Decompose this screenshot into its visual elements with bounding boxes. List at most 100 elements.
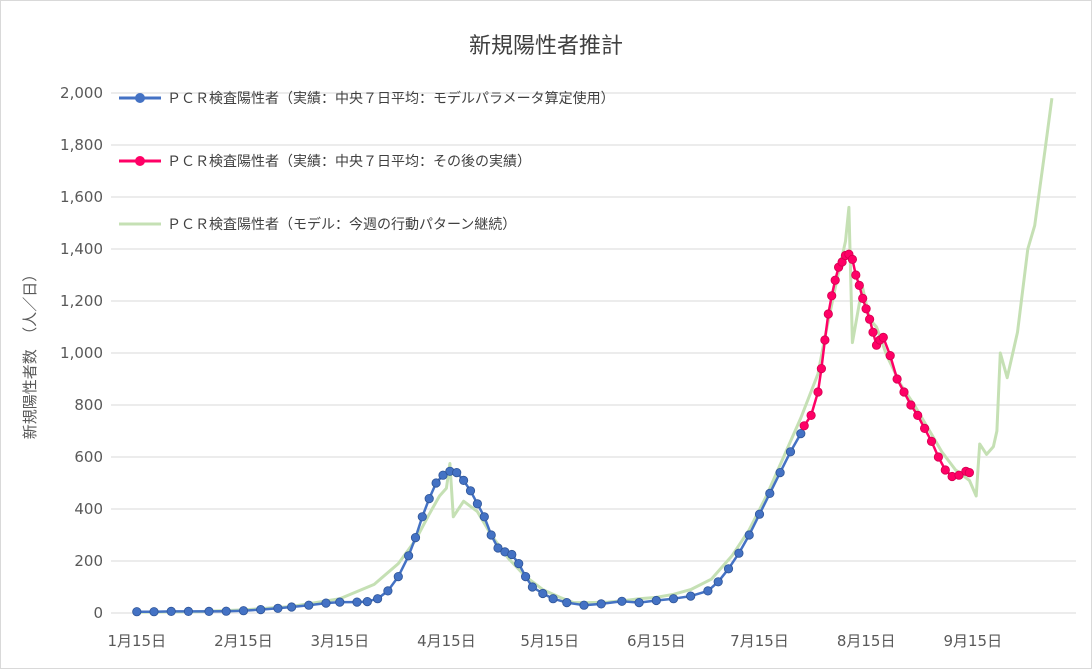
data-point [892,374,902,384]
x-tick-label: 1月15日 [107,632,166,650]
data-point [785,447,796,457]
data-point [906,400,916,410]
data-point [221,606,231,616]
legend-marker [135,156,145,166]
data-point [472,499,482,509]
data-point [352,597,362,607]
data-point [634,597,644,608]
data-point [847,254,858,264]
y-tick-label: 1,800 [60,136,103,154]
data-point [864,314,875,324]
data-point [520,571,531,582]
data-point [827,291,837,301]
data-point [579,600,589,610]
data-point [596,599,606,609]
data-point [940,465,950,475]
data-point [383,586,393,596]
grid-layer [111,92,1076,614]
series-layer [132,98,1054,617]
series-2 [799,249,975,482]
data-point [799,421,809,431]
x-tick-label: 9月15日 [943,632,1002,650]
x-tick-label: 6月15日 [627,632,686,650]
series-line [803,252,970,478]
data-point [885,350,895,361]
data-point [858,293,868,303]
data-point [562,597,572,608]
x-tick-label: 4月15日 [417,632,476,650]
legend-item-2: ＰＣＲ検査陽性者（実績：中央７日平均：その後の実績） [119,154,531,170]
data-point [754,509,765,519]
data-point [458,475,469,485]
data-point [954,470,964,480]
y-tick-label: 1,000 [60,344,103,362]
legend-marker [135,93,145,103]
data-point [417,512,427,522]
x-tick-label: 8月15日 [837,632,896,650]
data-point [286,602,297,612]
y-axis-label: 新規陽性者数 （人／日） [21,267,39,440]
y-tick-label: 200 [74,552,103,570]
data-point [335,597,345,607]
data-point [868,327,878,337]
data-point [479,512,489,522]
data-point [438,470,448,480]
data-point [514,558,524,569]
series-3 [136,98,1054,614]
y-tick-label: 400 [74,500,103,518]
data-point [734,548,744,558]
legend-label: ＰＣＲ検査陽性者（実績：中央７日平均：その後の実績） [167,154,531,170]
data-point [321,598,331,608]
data-point [204,606,214,617]
data-point [686,591,696,601]
data-point [527,582,538,592]
x-tick-label: 5月15日 [520,632,579,650]
y-tick-label: 1,200 [60,292,103,310]
data-point [183,606,193,617]
y-tick-layer: 0 200 400 600 800 1,000 1,200 1,400 1,600 1,800 2,… [60,84,103,622]
data-point [723,564,734,574]
series-line [136,98,1054,614]
data-point [431,478,441,488]
data-point [913,410,923,420]
data-point [410,532,421,543]
data-point [926,436,937,446]
data-point [149,607,159,617]
data-point [393,571,403,582]
data-point [166,606,176,617]
data-point [273,603,283,613]
data-point [823,309,833,319]
data-point [304,600,314,610]
data-point [851,270,861,280]
legend-item-1: ＰＣＲ検査陽性者（実績：中央７日平均：モデルパラメータ算定使用） [119,90,615,107]
y-tick-label: 0 [93,604,103,622]
data-point [919,423,930,433]
data-point [372,594,383,604]
data-point [933,452,944,462]
data-point [132,607,142,617]
y-tick-label: 1,600 [60,188,103,206]
data-point [548,594,558,604]
data-point [964,467,975,478]
y-tick-label: 600 [74,448,103,466]
data-point [775,467,785,478]
x-tick-label: 2月15日 [214,632,273,650]
chart-title: 新規陽性者推計 [469,34,623,59]
data-point [493,543,503,553]
data-point [854,280,864,290]
y-tick-label: 800 [74,396,103,414]
x-tick-label: 7月15日 [730,632,789,650]
data-point [238,606,249,616]
legend-label: ＰＣＲ検査陽性者（モデル：今週の行動パターン継続） [167,216,516,233]
y-tick-label: 1,400 [60,240,103,258]
data-point [452,467,462,478]
data-point [403,551,414,561]
data-point [651,595,661,606]
data-point [796,428,806,439]
data-point [486,530,496,540]
data-point [703,586,713,596]
data-point [424,493,434,504]
data-point [820,335,830,345]
